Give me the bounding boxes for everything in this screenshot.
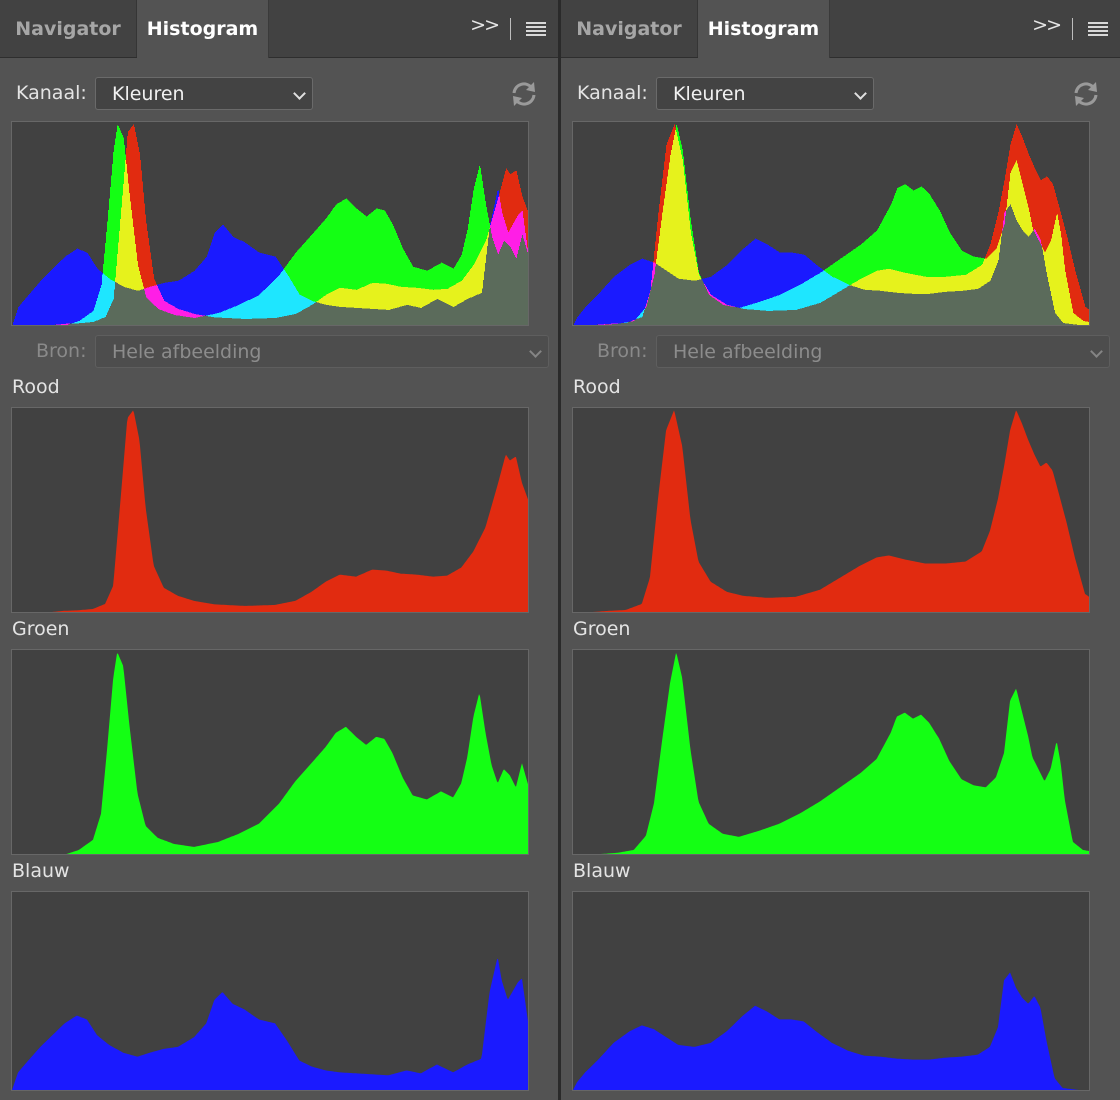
histogram-red xyxy=(572,407,1090,613)
channel-select[interactable]: Kleuren xyxy=(95,77,313,110)
channel-select[interactable]: Kleuren xyxy=(656,77,874,110)
histogram-area-red xyxy=(573,410,1089,612)
chevron-down-icon xyxy=(529,345,542,358)
histogram-area-green xyxy=(12,653,528,854)
histogram-composite xyxy=(572,121,1090,326)
channel-label: Kanaal: xyxy=(16,82,87,104)
source-select-value: Hele afbeelding xyxy=(112,341,262,363)
histogram-composite xyxy=(11,121,529,326)
histogram-panel-right: Navigator Histogram >> Kanaal: Kleuren B… xyxy=(561,0,1120,1100)
channel-title-green: Groen xyxy=(573,618,631,640)
channel-title-red: Rood xyxy=(573,376,621,398)
histogram-red xyxy=(11,407,529,613)
histogram-blue xyxy=(11,891,529,1091)
histogram-composite-graph xyxy=(12,124,528,325)
tab-histogram[interactable]: Histogram xyxy=(137,0,269,58)
source-label: Bron: xyxy=(597,340,648,362)
histogram-blue xyxy=(572,891,1090,1091)
source-label: Bron: xyxy=(36,340,87,362)
histogram-blue-graph xyxy=(573,972,1089,1090)
channel-select-value: Kleuren xyxy=(673,83,746,105)
expand-icon[interactable]: >> xyxy=(1032,14,1062,36)
source-select-value: Hele afbeelding xyxy=(673,341,823,363)
histogram-panel-left: Navigator Histogram >> Kanaal: Kleuren B… xyxy=(0,0,558,1100)
histogram-red-graph xyxy=(573,410,1089,612)
histogram-red-graph xyxy=(12,410,528,612)
histogram-area-green xyxy=(573,653,1089,854)
panel-menu-icon[interactable] xyxy=(526,22,546,36)
channel-title-blue: Blauw xyxy=(12,860,70,882)
tab-navigator[interactable]: Navigator xyxy=(561,0,698,57)
channel-select-value: Kleuren xyxy=(112,83,185,105)
chevron-down-icon xyxy=(293,87,306,100)
histogram-composite-graph xyxy=(573,124,1089,325)
histogram-area-red xyxy=(12,410,528,612)
tab-histogram[interactable]: Histogram xyxy=(698,0,830,58)
histogram-green-graph xyxy=(12,653,528,854)
tab-divider xyxy=(1072,18,1073,40)
histogram-green xyxy=(11,649,529,855)
tab-navigator[interactable]: Navigator xyxy=(0,0,137,57)
channel-title-blue: Blauw xyxy=(573,860,631,882)
expand-icon[interactable]: >> xyxy=(470,14,500,36)
channel-title-red: Rood xyxy=(12,376,60,398)
histogram-blue-graph xyxy=(12,958,528,1090)
panel-tab-bar: Navigator Histogram >> xyxy=(561,0,1120,58)
histogram-area-blue xyxy=(573,972,1089,1090)
source-select: Hele afbeelding xyxy=(95,335,549,368)
histogram-green xyxy=(572,649,1090,855)
source-select: Hele afbeelding xyxy=(656,335,1110,368)
channel-title-green: Groen xyxy=(12,618,70,640)
refresh-icon[interactable] xyxy=(510,80,538,108)
panel-tab-bar: Navigator Histogram >> xyxy=(0,0,558,58)
histogram-green-graph xyxy=(573,653,1089,854)
tab-divider xyxy=(510,18,511,40)
panel-menu-icon[interactable] xyxy=(1088,22,1108,36)
chevron-down-icon xyxy=(1090,345,1103,358)
channel-label: Kanaal: xyxy=(577,82,648,104)
histogram-area-blue xyxy=(12,958,528,1090)
refresh-icon[interactable] xyxy=(1072,80,1100,108)
chevron-down-icon xyxy=(854,87,867,100)
